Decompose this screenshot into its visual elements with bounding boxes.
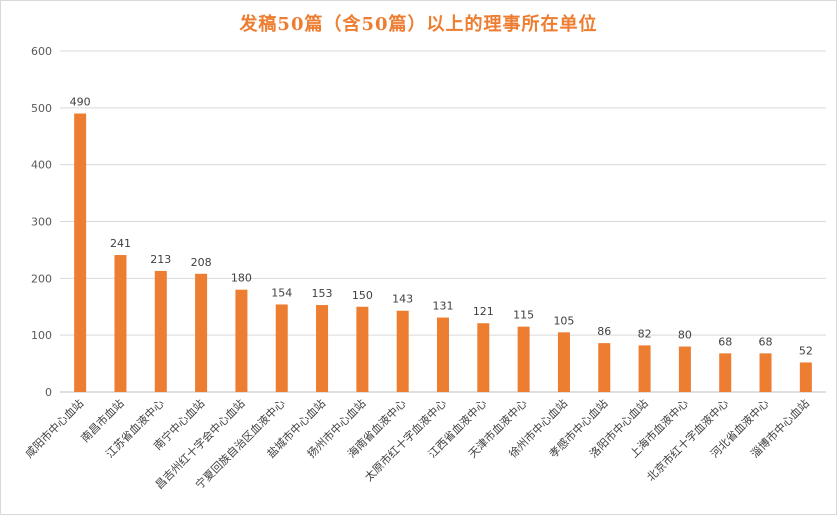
bar [517, 326, 530, 392]
data-label: 115 [513, 309, 534, 322]
data-label: 86 [597, 325, 611, 338]
y-tick-label: 400 [31, 159, 52, 172]
bar [557, 332, 570, 392]
data-label: 121 [473, 305, 494, 318]
data-label: 213 [150, 253, 171, 266]
bar [114, 255, 127, 392]
y-tick-label: 300 [31, 216, 52, 229]
bar [678, 346, 691, 392]
data-label: 154 [271, 286, 292, 299]
bar [759, 353, 772, 392]
data-label: 241 [110, 237, 131, 250]
bar [396, 310, 409, 392]
data-label: 143 [392, 293, 413, 306]
bar [154, 270, 167, 392]
data-label: 490 [70, 96, 91, 109]
bar [598, 343, 611, 392]
bar [638, 345, 651, 392]
data-label: 52 [799, 344, 813, 357]
data-label: 80 [678, 329, 692, 342]
data-label: 105 [553, 314, 574, 327]
category-label: 咸阳市中心血站 [22, 396, 86, 460]
bar [437, 317, 449, 392]
y-tick-label: 500 [31, 102, 52, 115]
bar [719, 353, 732, 392]
y-tick-label: 600 [31, 45, 52, 58]
bar [316, 305, 329, 392]
bar [195, 273, 208, 392]
bar [356, 306, 369, 392]
data-label: 131 [433, 300, 454, 313]
data-label: 150 [352, 289, 373, 302]
y-tick-label: 0 [45, 386, 52, 399]
bar [799, 362, 812, 392]
data-label: 82 [638, 327, 652, 340]
data-label: 153 [312, 287, 333, 300]
y-tick-label: 200 [31, 272, 52, 285]
data-label: 68 [718, 335, 732, 348]
bar [477, 323, 490, 392]
bar [74, 113, 87, 393]
data-label: 180 [231, 272, 252, 285]
data-label: 208 [191, 256, 212, 269]
bar [275, 304, 288, 392]
data-label: 68 [759, 335, 773, 348]
bar [235, 289, 248, 392]
chart-title: 发稿50篇（含50篇）以上的理事所在单位 [239, 14, 598, 35]
y-tick-label: 100 [31, 329, 52, 342]
